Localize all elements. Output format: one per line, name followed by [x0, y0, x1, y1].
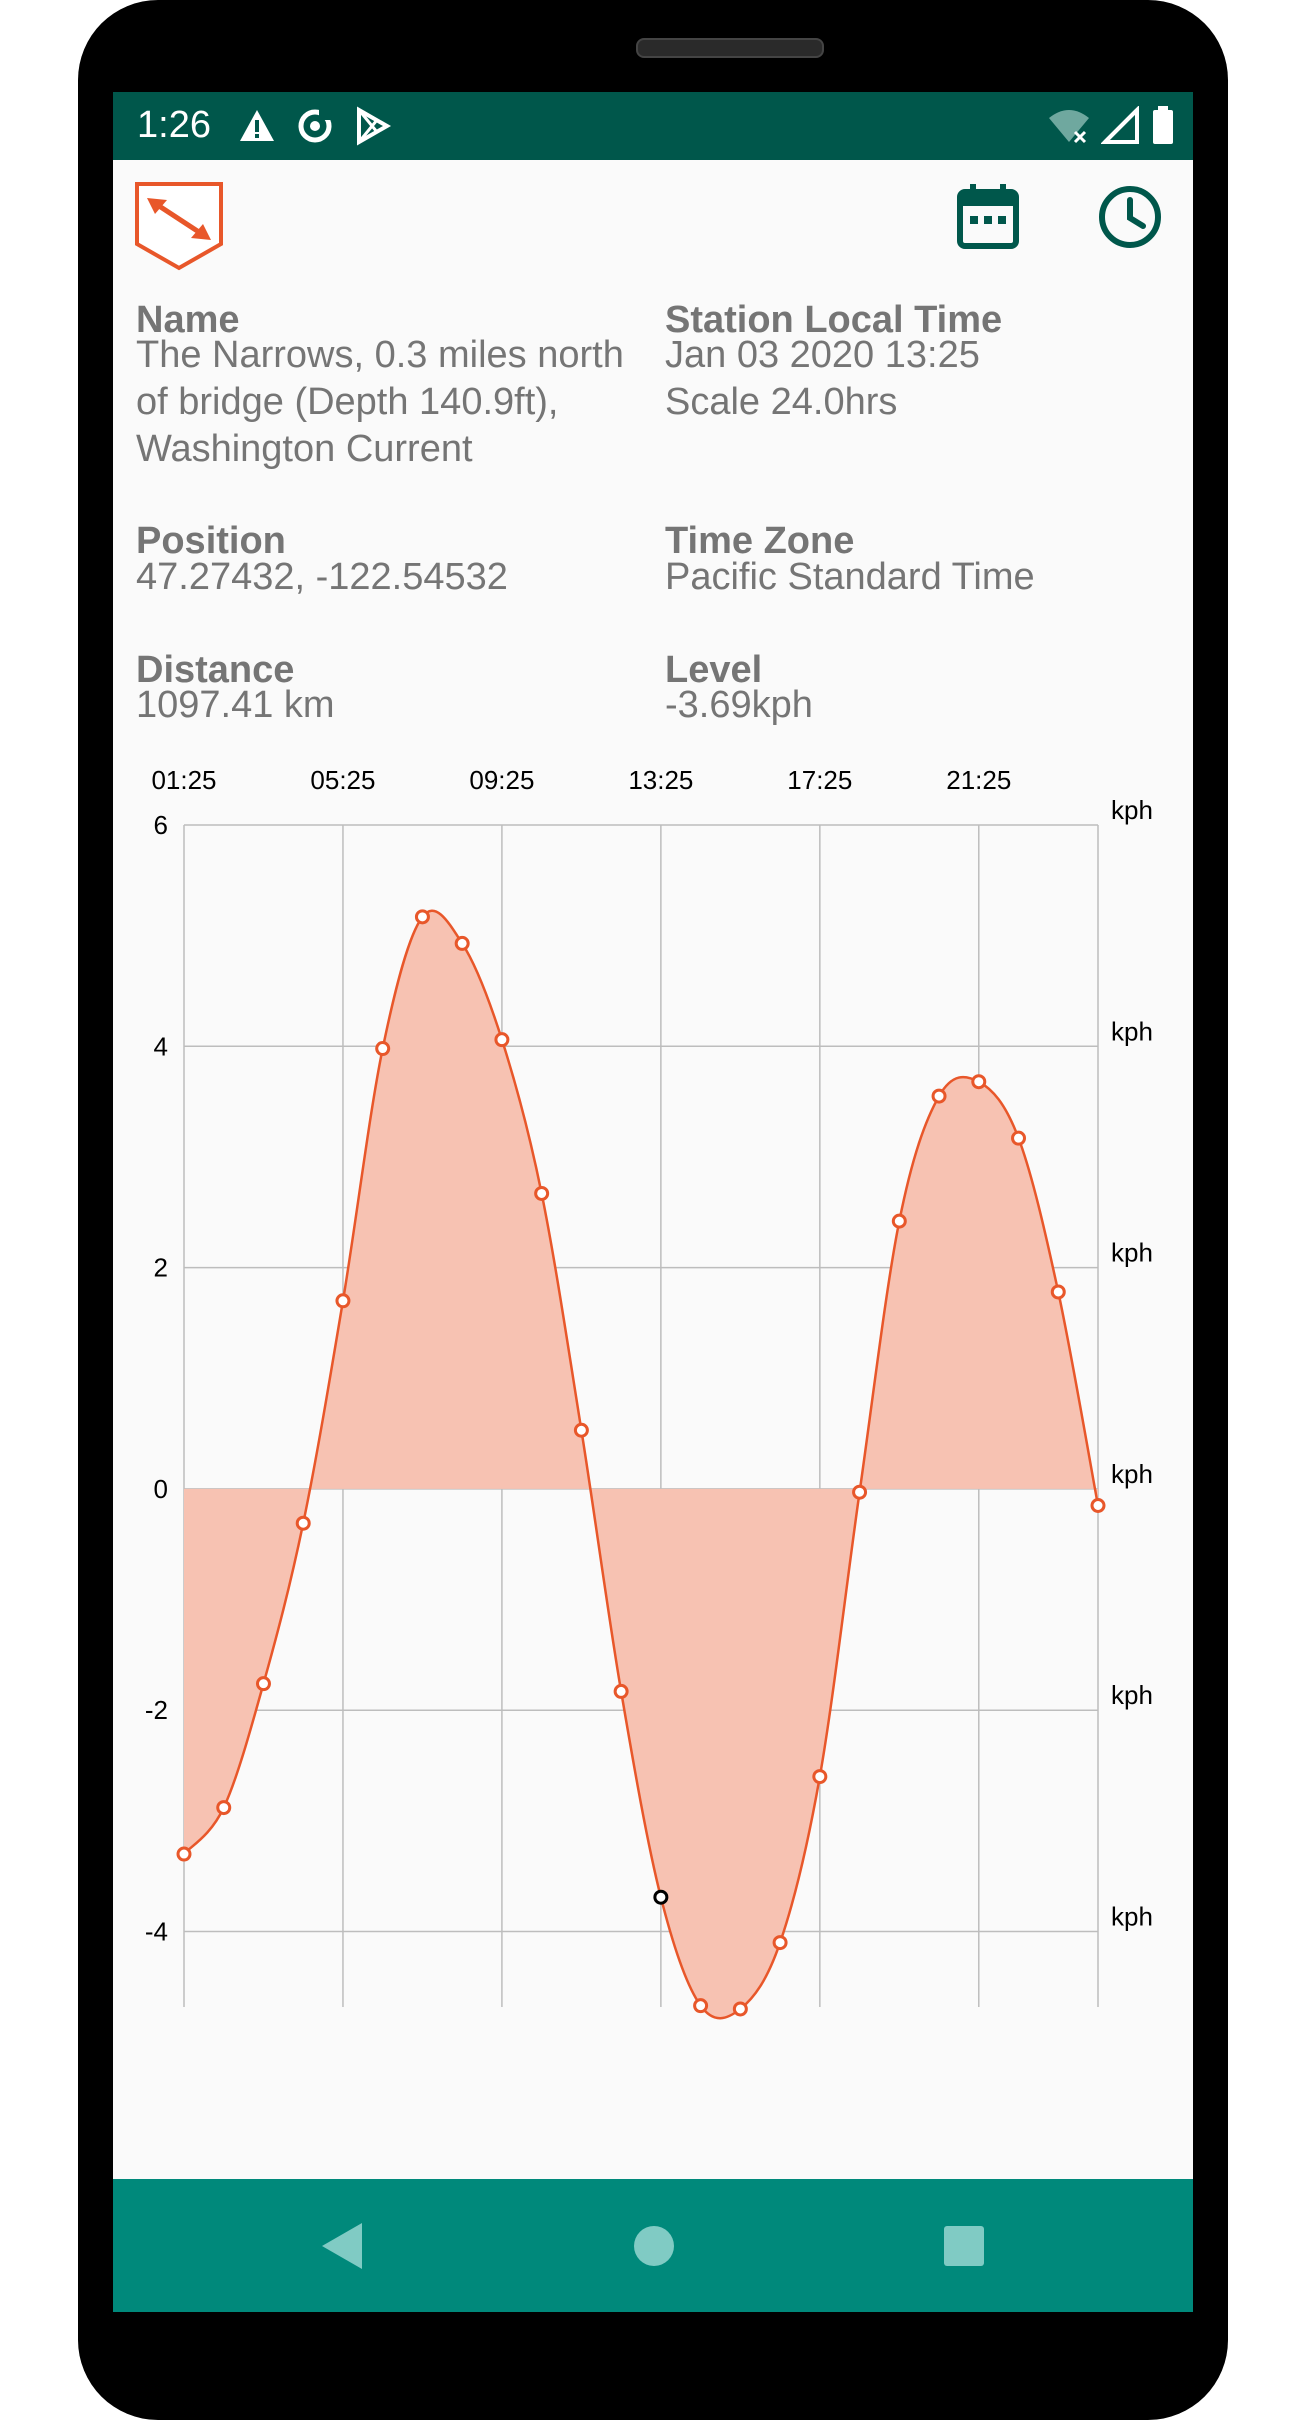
y-tick-label: -4 — [145, 1917, 168, 1947]
app-screen: 1:26 — [113, 92, 1193, 2312]
data-point — [375, 1041, 391, 1057]
data-point — [971, 1074, 987, 1090]
data-point — [454, 935, 470, 951]
data-point — [1090, 1497, 1106, 1513]
back-triangle-icon[interactable] — [318, 2221, 366, 2276]
data-point — [534, 1185, 550, 1201]
position-value: 47.27432, -122.54532 — [136, 556, 508, 598]
y-tick-label: 2 — [154, 1253, 168, 1283]
play-store-icon — [353, 106, 393, 151]
timezone-label: Time Zone — [665, 520, 855, 562]
x-tick-label: 05:25 — [310, 765, 375, 795]
data-point — [891, 1213, 907, 1229]
calendar-icon[interactable] — [956, 182, 1020, 255]
y-unit-label: kph — [1111, 1459, 1153, 1489]
data-point — [414, 909, 430, 925]
home-circle-icon[interactable] — [632, 2224, 676, 2273]
battery-icon — [1151, 106, 1175, 151]
data-point — [494, 1032, 510, 1048]
local-time-value: Jan 03 2020 13:25 — [665, 334, 980, 376]
station-name-line-3: Washington Current — [136, 428, 473, 470]
data-point — [176, 1846, 192, 1862]
local-time-label: Station Local Time — [665, 299, 1003, 341]
y-tick-label: 0 — [154, 1474, 168, 1504]
data-point — [613, 1683, 629, 1699]
local-time: Jan 03 2020 13:25 Scale 24.0hrs — [665, 332, 980, 426]
data-point — [732, 2001, 748, 2017]
level-value: -3.69kph — [665, 684, 813, 726]
data-point — [216, 1800, 232, 1816]
data-point — [772, 1935, 788, 1951]
system-status-icons — [1047, 105, 1175, 151]
y-unit-label: kph — [1111, 1902, 1153, 1932]
timezone-value: Pacific Standard Time — [665, 556, 1035, 598]
x-tick-label: 13:25 — [628, 765, 693, 795]
sync-icon — [295, 106, 335, 151]
distance-label: Distance — [136, 649, 295, 691]
recents-square-icon[interactable] — [942, 2224, 986, 2273]
x-tick-label: 21:25 — [946, 765, 1011, 795]
data-point — [1011, 1130, 1027, 1146]
clock-icon[interactable] — [1097, 184, 1163, 255]
y-unit-label: kph — [1111, 795, 1153, 825]
name-label: Name — [136, 299, 240, 341]
station-name-line-2: of bridge (Depth 140.9ft), — [136, 381, 559, 423]
level-label: Level — [665, 649, 763, 691]
distance-value: 1097.41 km — [136, 684, 335, 726]
signal-icon — [1100, 105, 1141, 151]
data-point — [335, 1293, 351, 1309]
y-unit-label: kph — [1111, 1680, 1153, 1710]
position-label: Position — [136, 520, 286, 562]
station-name: The Narrows, 0.3 miles north of bridge (… — [136, 332, 624, 473]
navigation-bar — [113, 2179, 1193, 2312]
notification-icons — [237, 106, 393, 151]
station-name-line-1: The Narrows, 0.3 miles north — [136, 334, 624, 376]
data-point — [852, 1484, 868, 1500]
current-chart[interactable]: 6 kph 4 kph 2 kph 0 kph -2 kph -4 kph 01:25 05:25 09:2… — [113, 92, 1193, 2179]
data-point — [1050, 1284, 1066, 1300]
y-tick-label: -2 — [145, 1695, 168, 1725]
tide-station-icon[interactable] — [133, 180, 225, 277]
data-point — [693, 1998, 709, 2014]
data-point — [295, 1515, 311, 1531]
data-point — [812, 1769, 828, 1785]
warning-icon — [237, 106, 277, 151]
x-tick-label: 09:25 — [469, 765, 534, 795]
area-fill — [184, 910, 1098, 2019]
y-unit-label: kph — [1111, 1238, 1153, 1268]
current-time-point — [653, 1889, 669, 1905]
wifi-off-icon — [1047, 106, 1091, 151]
data-point — [255, 1676, 271, 1692]
y-unit-label: kph — [1111, 1016, 1153, 1046]
data-point — [573, 1422, 589, 1438]
y-tick-label: 4 — [154, 1031, 168, 1061]
status-bar: 1:26 — [113, 92, 1193, 160]
x-tick-label: 17:25 — [787, 765, 852, 795]
speaker-grille — [636, 38, 824, 58]
y-tick-label: 6 — [154, 810, 168, 840]
x-tick-label: 01:25 — [151, 765, 216, 795]
scale-value: Scale 24.0hrs — [665, 381, 898, 423]
data-point — [931, 1088, 947, 1104]
status-time: 1:26 — [137, 104, 211, 146]
